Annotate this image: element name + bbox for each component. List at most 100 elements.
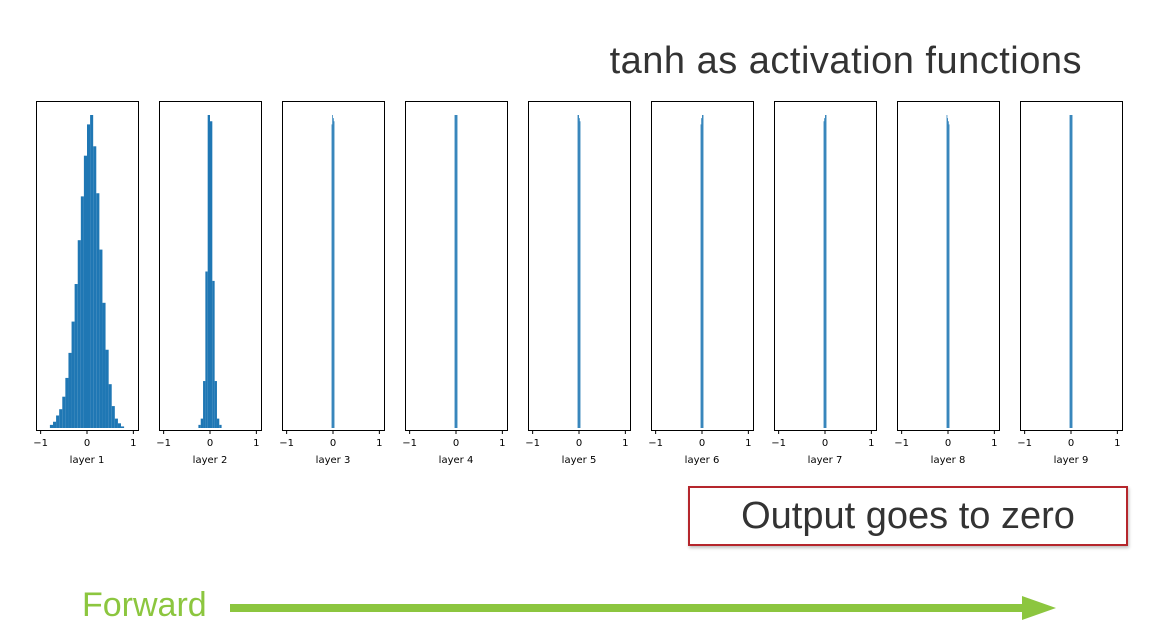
x-tick-label: −1	[156, 438, 171, 449]
histogram-panels: −1 0 1 layer 1 −1 0 1 layer 2 −1 0 1 layer 3 −1 0 1 lay…	[33, 101, 1123, 466]
histogram-bar	[74, 284, 78, 428]
x-tick-label: 1	[991, 438, 997, 449]
histogram-bar	[455, 115, 456, 428]
x-tick-label: 0	[822, 438, 828, 449]
histogram-bar	[49, 424, 54, 428]
histogram-bar	[823, 121, 825, 428]
histogram-panel: −1 0 1 layer 4	[402, 101, 508, 466]
slide-title: tanh as activation functions	[609, 40, 1082, 82]
x-tick-label: −1	[1017, 438, 1032, 449]
histogram-panel: −1 0 1 layer 6	[648, 101, 754, 466]
x-tick-label: −1	[402, 438, 417, 449]
callout-box: Output goes to zero	[688, 486, 1128, 546]
histogram-bar	[93, 146, 97, 429]
histogram-bar	[80, 196, 84, 428]
histogram-bar	[454, 115, 456, 428]
histogram-bar	[219, 424, 222, 428]
histogram-bar	[59, 409, 63, 428]
histogram-bar	[53, 421, 57, 428]
x-tick-label: 1	[868, 438, 874, 449]
histogram-bar	[114, 418, 118, 428]
x-tick-label: 0	[699, 438, 705, 449]
histogram-bar	[946, 115, 948, 428]
x-tick-label: −1	[771, 438, 786, 449]
histogram-bar	[200, 418, 204, 428]
x-tick-label: 0	[207, 438, 213, 449]
histogram-bar	[108, 384, 112, 428]
x-tick-label: −1	[33, 438, 48, 449]
histogram-bar	[214, 381, 217, 428]
histogram-bar	[1070, 115, 1071, 428]
x-axis-label: layer 6	[685, 455, 720, 466]
x-tick-label: 1	[622, 438, 628, 449]
histogram-bar	[87, 124, 91, 428]
histogram-bar	[456, 115, 457, 428]
histogram-bar	[102, 302, 106, 428]
histogram-bar	[62, 396, 66, 428]
histogram-bar	[1069, 115, 1071, 428]
histogram-bar	[105, 349, 109, 428]
histogram-bar	[702, 115, 703, 428]
histogram-panel: −1 0 1 layer 1	[33, 101, 139, 466]
histogram-bar	[96, 193, 100, 428]
x-axis-label: layer 7	[808, 455, 843, 466]
x-tick-label: 0	[453, 438, 459, 449]
histogram-panel: −1 0 1 layer 2	[156, 101, 262, 466]
x-tick-label: −1	[894, 438, 909, 449]
histogram-bar	[111, 406, 115, 428]
histogram-bar	[947, 118, 948, 428]
histogram-bar	[577, 115, 579, 428]
histogram-bar	[701, 118, 702, 428]
x-axis-label: layer 2	[193, 455, 228, 466]
histogram-bar	[948, 124, 950, 428]
histogram-panel: −1 0 1 layer 5	[525, 101, 631, 466]
forward-label: Forward	[82, 586, 207, 624]
x-tick-label: 0	[84, 438, 90, 449]
histogram-bar	[71, 321, 75, 428]
histogram-panel: −1 0 1 layer 9	[1017, 101, 1123, 466]
x-tick-label: 0	[1068, 438, 1074, 449]
x-tick-label: −1	[648, 438, 663, 449]
x-tick-label: 1	[745, 438, 751, 449]
histogram-bar	[456, 115, 458, 428]
histogram-bar	[83, 155, 87, 428]
histogram-bar	[824, 118, 825, 428]
histogram-bar	[1071, 115, 1073, 428]
x-tick-label: 0	[330, 438, 336, 449]
x-tick-label: 0	[945, 438, 951, 449]
histogram-bar	[700, 124, 702, 428]
histogram-bar	[65, 377, 69, 428]
histogram-bar	[702, 115, 704, 428]
histogram-bar	[99, 249, 103, 428]
histogram-bar	[68, 352, 72, 428]
histogram-panel: −1 0 1 layer 3	[279, 101, 385, 466]
histogram-bar	[203, 381, 206, 428]
histogram-bar	[117, 423, 121, 428]
histogram-bar	[1071, 115, 1072, 428]
histogram-bar	[77, 240, 81, 428]
histogram-bar	[90, 115, 94, 428]
histogram-bar	[212, 280, 215, 428]
x-tick-label: −1	[525, 438, 540, 449]
x-tick-label: 1	[499, 438, 505, 449]
histogram-panel: −1 0 1 layer 7	[771, 101, 877, 466]
histogram-bar	[56, 415, 60, 428]
x-tick-label: −1	[279, 438, 294, 449]
x-tick-label: 1	[1114, 438, 1120, 449]
histogram-bar	[198, 424, 201, 428]
x-tick-label: 1	[130, 438, 136, 449]
x-tick-label: 1	[376, 438, 382, 449]
x-axis-label: layer 3	[316, 455, 351, 466]
x-tick-label: 0	[576, 438, 582, 449]
histogram-bar	[333, 118, 334, 428]
histogram-bar	[216, 418, 220, 428]
x-axis-label: layer 1	[70, 455, 105, 466]
forward-arrow-icon	[230, 596, 1056, 620]
x-axis-label: layer 5	[562, 455, 597, 466]
x-axis-label: layer 9	[1054, 455, 1089, 466]
histogram-bar	[948, 121, 949, 428]
x-axis-label: layer 4	[439, 455, 474, 466]
callout-text: Output goes to zero	[741, 494, 1075, 537]
histogram-bar	[825, 115, 826, 428]
histogram-bar	[825, 115, 827, 428]
